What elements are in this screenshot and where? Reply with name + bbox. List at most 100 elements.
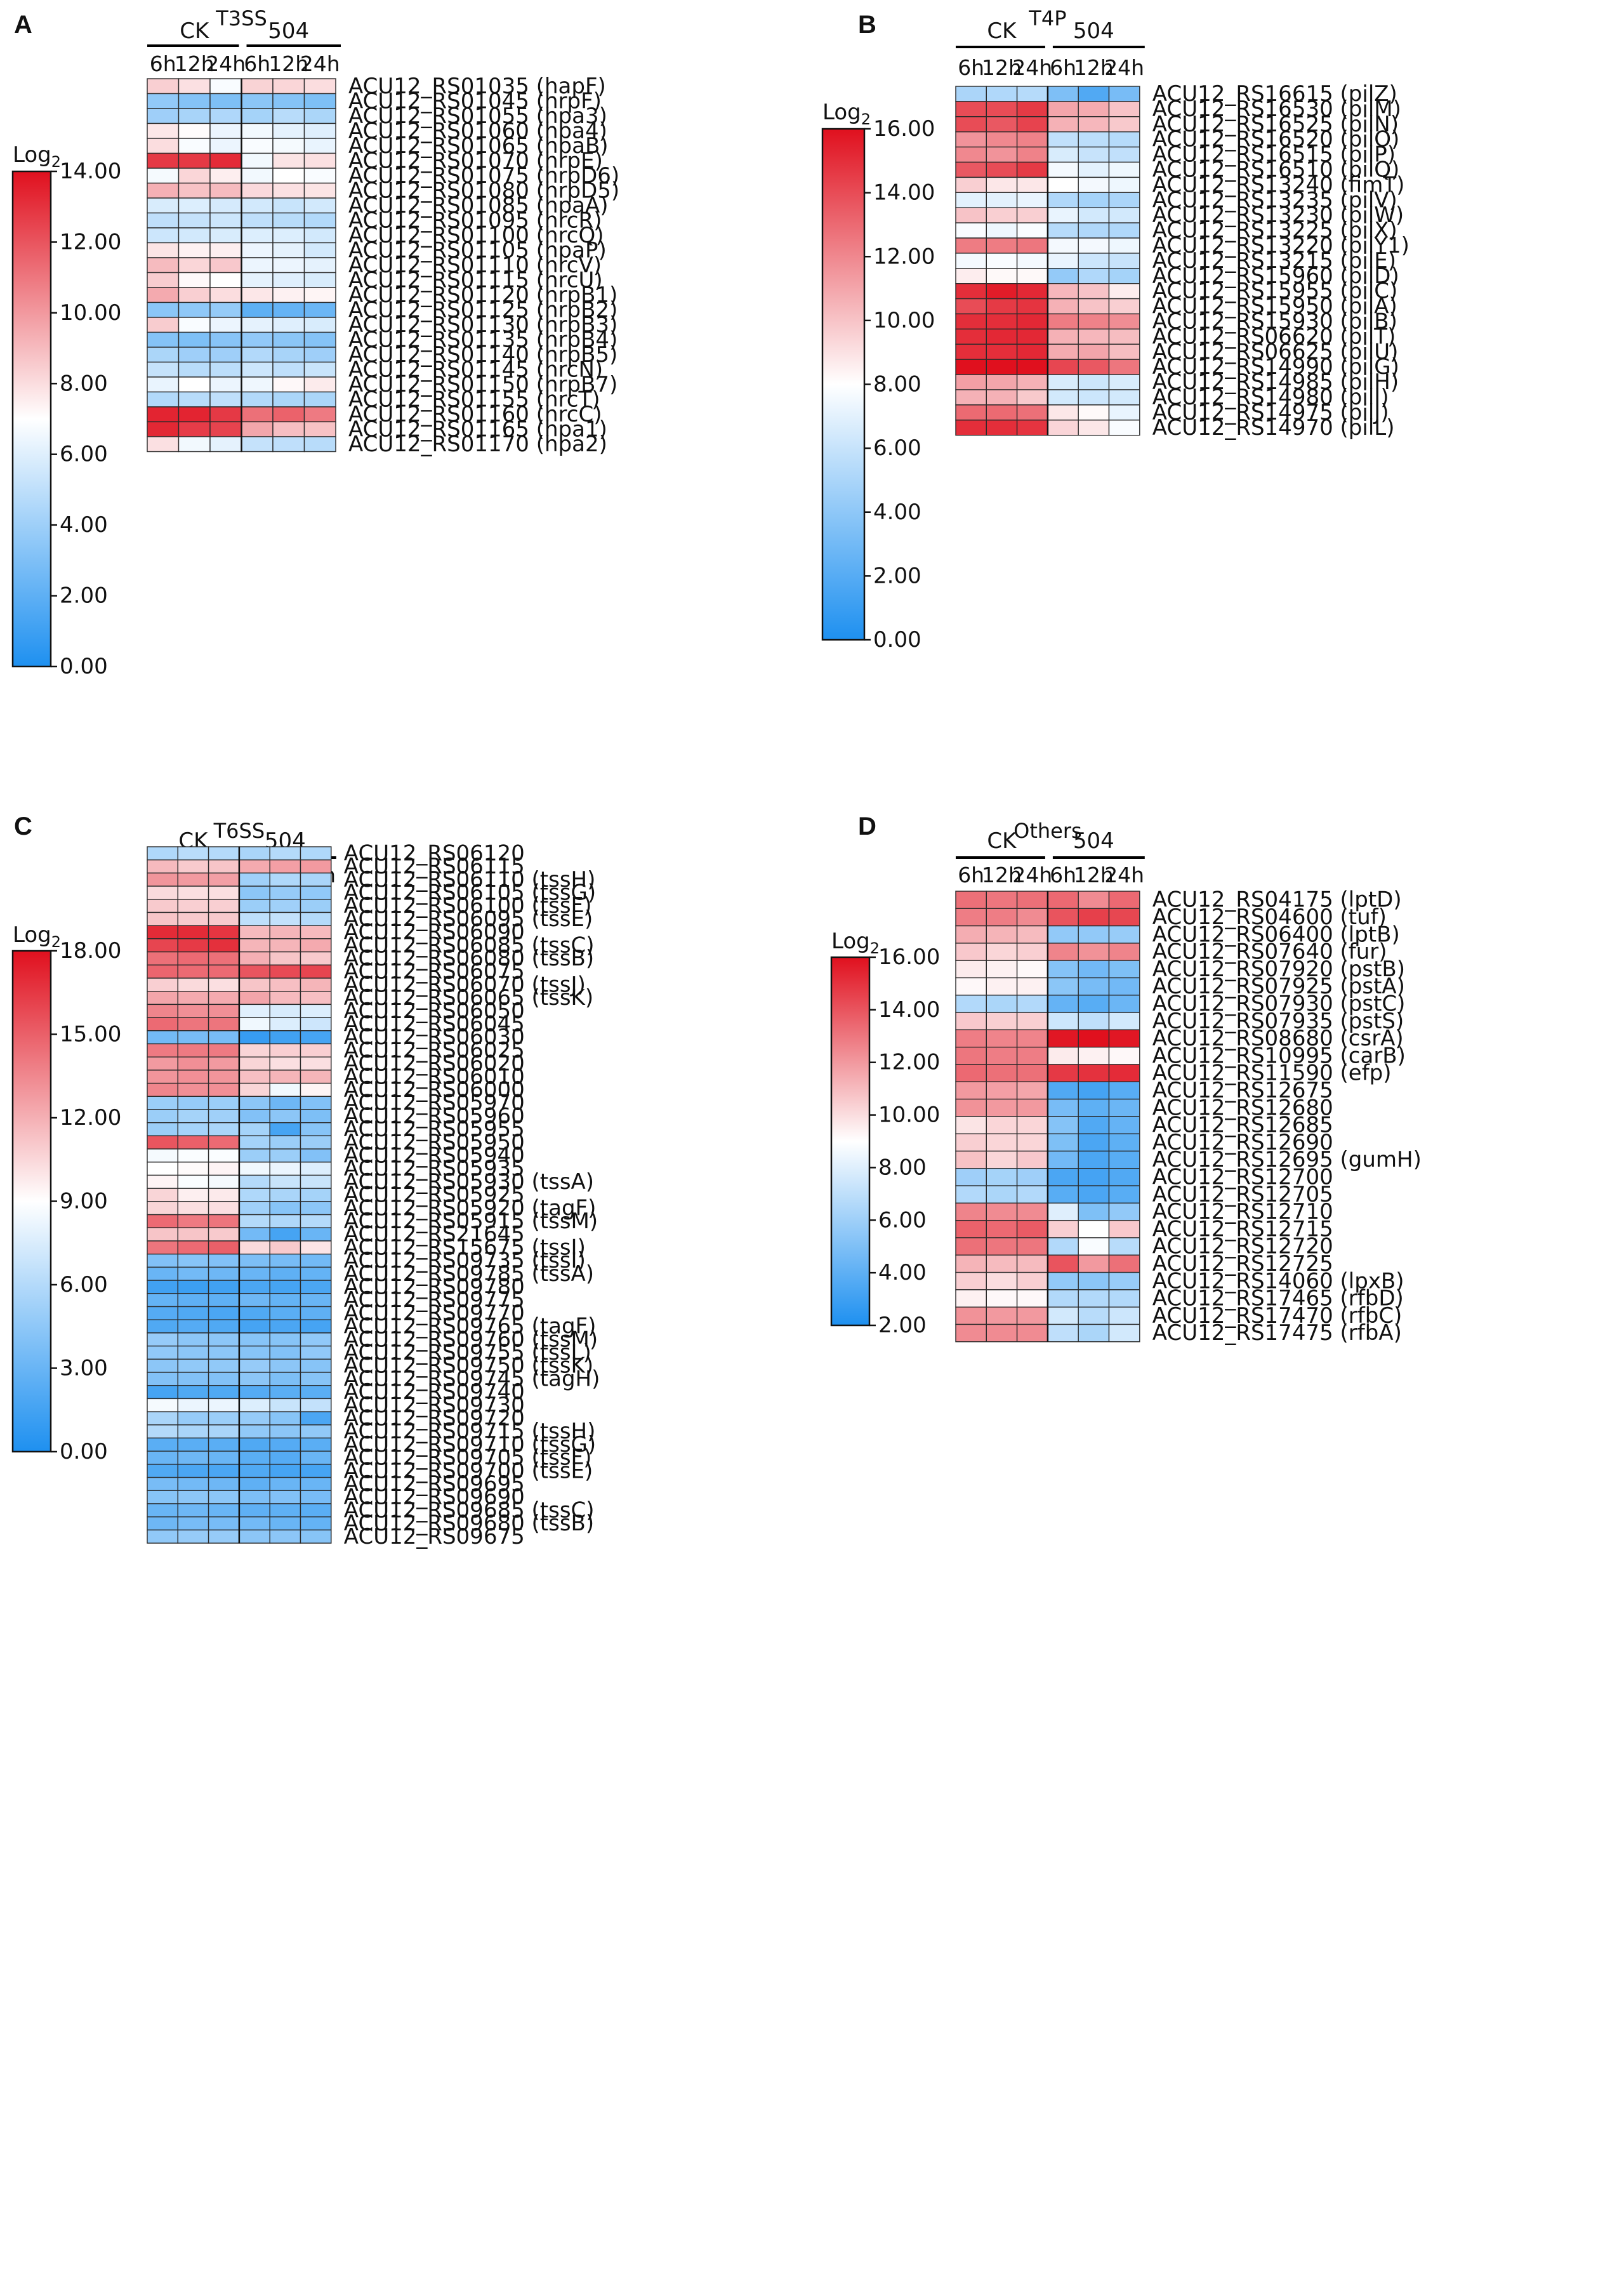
row-label: ACU12_RS12725 bbox=[1152, 1251, 1333, 1276]
heatmap-cell bbox=[269, 885, 301, 900]
heatmap-cell bbox=[1047, 1271, 1079, 1290]
row-label: ACU12_RS09685 (tssC) bbox=[344, 1497, 595, 1523]
heatmap-cell bbox=[1078, 192, 1110, 208]
heatmap-cell bbox=[303, 78, 336, 95]
heatmap-cell bbox=[1047, 374, 1079, 390]
heatmap-cell bbox=[208, 1411, 240, 1426]
heatmap-cell bbox=[147, 406, 180, 423]
colorbar-tick-label: 14.00 bbox=[60, 159, 121, 184]
heatmap-cell bbox=[1108, 1289, 1140, 1308]
heatmap-cell bbox=[269, 1030, 301, 1045]
heatmap-cell bbox=[147, 1174, 178, 1189]
heatmap-cell bbox=[1108, 1133, 1140, 1152]
row-label: ACU12_RS09730 bbox=[344, 1393, 525, 1418]
heatmap-cell bbox=[239, 1096, 270, 1110]
heatmap-cell bbox=[239, 1384, 270, 1400]
heatmap-cell bbox=[955, 268, 987, 284]
heatmap-cell bbox=[1108, 374, 1140, 390]
timepoint-label: 12h bbox=[1074, 55, 1114, 80]
heatmap-cell bbox=[209, 391, 242, 408]
heatmap-cell bbox=[177, 1227, 209, 1242]
heatmap-cell bbox=[178, 361, 211, 378]
heatmap-cell bbox=[241, 302, 274, 318]
heatmap-cell bbox=[177, 1280, 209, 1294]
heatmap-cell bbox=[1078, 404, 1110, 421]
heatmap-cell bbox=[147, 1227, 178, 1242]
heatmap-cell bbox=[1108, 131, 1140, 148]
row-label: ACU12_RS01060 (hpa4) bbox=[348, 118, 607, 143]
row-label: ACU12_RS12690 bbox=[1152, 1130, 1333, 1155]
heatmap-cell bbox=[269, 1162, 301, 1176]
heatmap-cell bbox=[178, 331, 211, 348]
heatmap-cell bbox=[239, 925, 270, 939]
heatmap-cell bbox=[986, 925, 1018, 944]
heatmap-cell bbox=[1078, 420, 1110, 436]
heatmap-cell bbox=[147, 1372, 178, 1386]
heatmap-cell bbox=[208, 1253, 240, 1268]
heatmap-cell bbox=[1047, 161, 1079, 178]
heatmap-cell bbox=[239, 938, 270, 953]
heatmap-cell bbox=[147, 227, 180, 244]
heatmap-cell bbox=[300, 1384, 332, 1400]
heatmap-cell bbox=[147, 78, 180, 95]
heatmap-cell bbox=[1108, 359, 1140, 375]
heatmap-cell bbox=[147, 1464, 178, 1478]
heatmap-cell bbox=[272, 242, 305, 258]
heatmap-cell bbox=[986, 908, 1018, 927]
heatmap-cell bbox=[147, 885, 178, 900]
heatmap-cell bbox=[147, 899, 178, 913]
heatmap-cell bbox=[147, 421, 180, 437]
heatmap-cell bbox=[303, 197, 336, 214]
heatmap-cell bbox=[177, 1529, 209, 1544]
colorbar-tick-label: 2.00 bbox=[873, 563, 921, 588]
heatmap-cell bbox=[209, 317, 242, 333]
colorbar-tick-label: 6.00 bbox=[60, 442, 108, 467]
heatmap-cell bbox=[209, 212, 242, 229]
heatmap-cell bbox=[147, 1358, 178, 1373]
colorbar-log-label: Log2 bbox=[13, 142, 61, 171]
heatmap-cell bbox=[241, 436, 274, 453]
heatmap-cell bbox=[986, 1046, 1018, 1065]
colorbar-tick-label: 12.00 bbox=[873, 244, 935, 269]
heatmap-cell bbox=[303, 287, 336, 303]
row-label: ACU12_RS09770 bbox=[344, 1301, 525, 1326]
heatmap-cell bbox=[986, 1029, 1018, 1048]
heatmap-cell bbox=[269, 1227, 301, 1242]
colorbar-tick-label: 6.00 bbox=[873, 435, 921, 461]
heatmap-cell bbox=[178, 287, 211, 303]
panel-title: T3SS bbox=[215, 6, 267, 30]
row-label: ACU12_RS05950 bbox=[344, 1130, 525, 1155]
row-label: ACU12_RS06050 bbox=[344, 998, 525, 1024]
heatmap-cell bbox=[147, 257, 180, 274]
heatmap-cell bbox=[269, 990, 301, 1005]
heatmap-cell bbox=[208, 872, 240, 887]
heatmap-cell bbox=[147, 1201, 178, 1216]
row-label: ACU12_RS17470 (rfbC) bbox=[1152, 1303, 1403, 1329]
heatmap-cell bbox=[1108, 101, 1140, 117]
row-label: ACU12_RS06090 bbox=[344, 920, 525, 945]
heatmap-cell bbox=[1016, 1116, 1048, 1134]
heatmap-cell bbox=[955, 101, 987, 117]
heatmap-cell bbox=[272, 287, 305, 303]
heatmap-cell bbox=[1016, 1306, 1048, 1325]
heatmap-cell bbox=[303, 376, 336, 393]
row-label: ACU12_RS09715 (tssH) bbox=[344, 1419, 596, 1444]
heatmap-cell bbox=[1108, 925, 1140, 944]
heatmap-cell bbox=[1016, 420, 1048, 436]
heatmap-cell bbox=[147, 1306, 178, 1320]
heatmap-cell bbox=[209, 227, 242, 244]
heatmap-cell bbox=[208, 1464, 240, 1478]
heatmap-cell bbox=[1078, 161, 1110, 178]
heatmap-cell bbox=[1078, 131, 1110, 148]
heatmap-cell bbox=[208, 1201, 240, 1216]
row-label: ACU12_RS09695 bbox=[344, 1471, 525, 1497]
row-label: ACU12_RS04175 (lptD) bbox=[1152, 887, 1402, 913]
row-label: ACU12_RS06400 (lptB) bbox=[1152, 922, 1400, 947]
row-label: ACU12_RS01130 (hrpB3) bbox=[348, 312, 617, 338]
heatmap-cell bbox=[239, 1450, 270, 1465]
heatmap-cell bbox=[303, 152, 336, 169]
heatmap-cell bbox=[269, 1253, 301, 1268]
heatmap-cell bbox=[1016, 283, 1048, 300]
heatmap-cell bbox=[209, 78, 242, 95]
heatmap-cell bbox=[300, 1214, 332, 1228]
